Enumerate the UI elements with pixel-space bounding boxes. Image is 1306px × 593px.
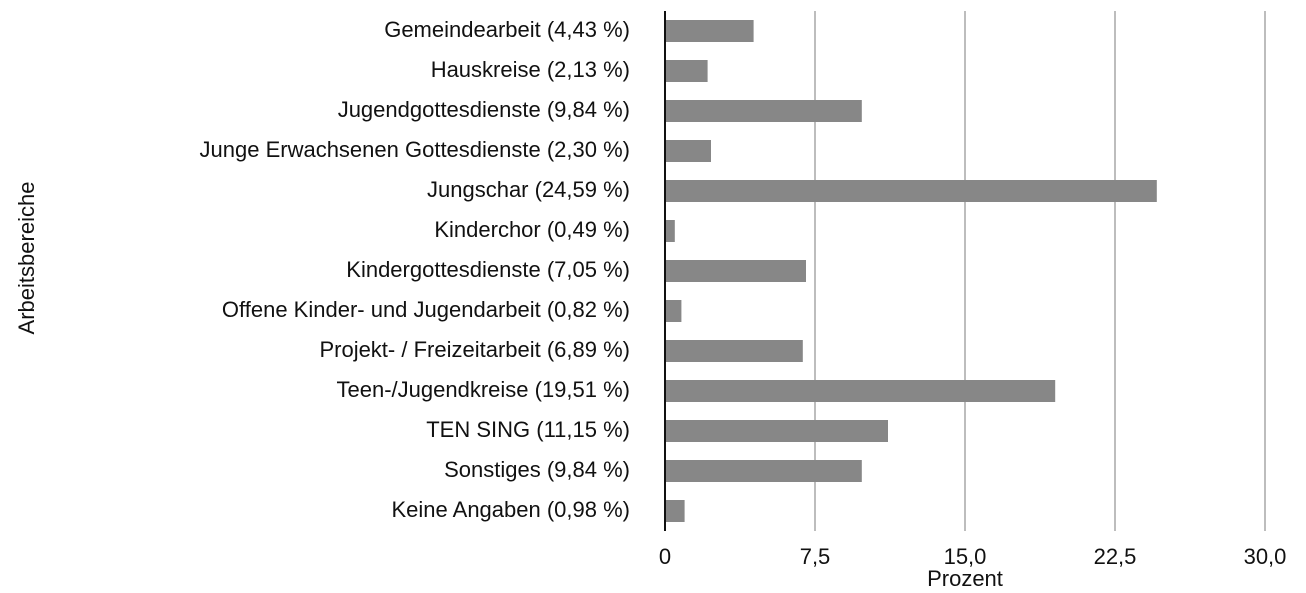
bar xyxy=(665,20,754,42)
y-tick-label: Kinderchor (0,49 %) xyxy=(434,217,630,242)
y-tick-label: Kindergottesdienste (7,05 %) xyxy=(346,257,630,282)
y-tick-label: Jungschar (24,59 %) xyxy=(427,177,630,202)
y-tick-label: Keine Angaben (0,98 %) xyxy=(391,497,630,522)
x-tick-label: 30,0 xyxy=(1244,544,1287,569)
x-tick-label: 22,5 xyxy=(1094,544,1137,569)
bar xyxy=(665,100,862,122)
y-tick-label: Sonstiges (9,84 %) xyxy=(444,457,630,482)
y-tick-label: Junge Erwachsenen Gottesdienste (2,30 %) xyxy=(200,137,630,162)
bar xyxy=(665,420,888,442)
bar xyxy=(665,500,685,522)
bar xyxy=(665,340,803,362)
bar xyxy=(665,220,675,242)
y-tick-label: Projekt- / Freizeitarbeit (6,89 %) xyxy=(319,337,630,362)
y-tick-label: TEN SING (11,15 %) xyxy=(426,417,630,442)
bar xyxy=(665,380,1056,402)
bar xyxy=(665,460,862,482)
x-tick-label: 0 xyxy=(659,544,671,569)
bar xyxy=(665,300,682,322)
y-tick-label: Offene Kinder- und Jugendarbeit (0,82 %) xyxy=(222,297,630,322)
bar xyxy=(665,260,806,282)
x-tick-label: 7,5 xyxy=(800,544,831,569)
bar xyxy=(665,140,711,162)
x-axis-label: Prozent xyxy=(927,566,1003,591)
y-tick-label: Teen-/Jugendkreise (19,51 %) xyxy=(337,377,631,402)
y-tick-label: Jugendgottesdienste (9,84 %) xyxy=(338,97,630,122)
y-tick-label: Gemeindearbeit (4,43 %) xyxy=(384,17,630,42)
bar xyxy=(665,180,1157,202)
x-tick-label: 15,0 xyxy=(944,544,987,569)
y-tick-label: Hauskreise (2,13 %) xyxy=(431,57,630,82)
bar xyxy=(665,60,708,82)
y-axis-label: Arbeitsbereiche xyxy=(14,182,39,335)
